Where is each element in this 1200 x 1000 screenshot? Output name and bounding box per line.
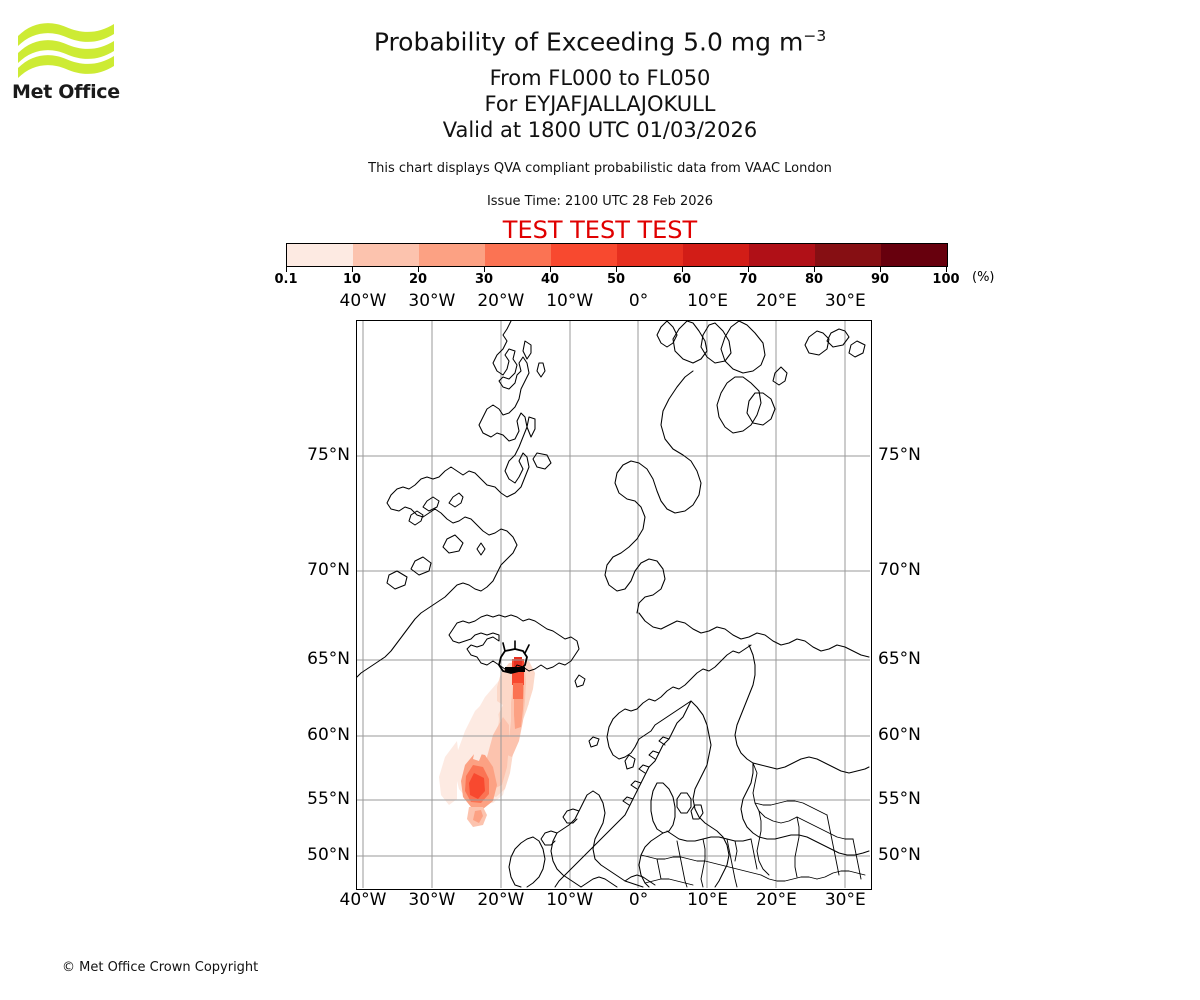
ash-plume-overlay: [439, 657, 535, 827]
colorbar-tickmark: [616, 267, 617, 272]
colorbar-tick-label: 60: [672, 272, 692, 287]
latitude-tick-label-right: 75°N: [878, 445, 921, 465]
latitude-tick-label-right: 50°N: [878, 845, 921, 865]
colorbar-tickmark: [352, 267, 353, 272]
colorbar-band-3: [485, 244, 551, 266]
latitude-tick-label-left: 75°N: [307, 445, 350, 465]
met-office-logo-text: Met Office: [12, 81, 120, 103]
colorbar-tick-label: 20: [408, 272, 428, 287]
colorbar-band-9: [881, 244, 947, 266]
colorbar-tickmark: [286, 267, 287, 272]
colorbar-tickmark: [550, 267, 551, 272]
longitude-tick-label-top: 30°E: [824, 291, 866, 311]
longitude-tick-label-bottom: 20°E: [755, 890, 797, 910]
longitude-tick-label-top: 0°: [628, 291, 649, 311]
latitude-tick-label-left: 50°N: [307, 845, 350, 865]
flight-level-range: From FL000 to FL050: [489, 66, 711, 91]
qva-note: This chart displays QVA compliant probab…: [368, 161, 832, 177]
longitude-tick-label-bottom: 10°E: [687, 890, 728, 910]
coastlines-layer: [357, 321, 870, 888]
longitude-tick-label-bottom: 30°E: [824, 890, 866, 910]
longitude-tick-label-top: 20°E: [755, 291, 797, 311]
longitude-tick-label-top: 10°W: [546, 291, 594, 311]
colorbar-tickmark: [880, 267, 881, 272]
colorbar-tick-label: 0.1: [274, 272, 298, 287]
latitude-tick-label-left: 70°N: [307, 560, 350, 580]
met-office-wave-icon: [18, 23, 114, 78]
colorbar: 0.1 10 20 30 40 50 60 70 80 90 100: [274, 243, 960, 287]
colorbar-gradient: [286, 243, 948, 267]
latitude-tick-label-left: 55°N: [307, 789, 350, 809]
colorbar-tick-label: 90: [870, 272, 890, 287]
longitude-tick-label-top: 20°W: [477, 291, 525, 311]
colorbar-band-8: [815, 244, 881, 266]
colorbar-tick-label: 40: [540, 272, 560, 287]
colorbar-tickmark: [484, 267, 485, 272]
colorbar-tick-label: 80: [804, 272, 824, 287]
latitude-tick-label-right: 65°N: [878, 649, 921, 669]
colorbar-band-7: [749, 244, 815, 266]
colorbar-tick-label: 100: [932, 272, 960, 287]
colorbar-tickmark: [418, 267, 419, 272]
latitude-tick-label-left: 65°N: [307, 649, 350, 669]
page-title: Probability of Exceeding 5.0 mg m−3: [0, 20, 1200, 58]
colorbar-tickmark: [748, 267, 749, 272]
colorbar-ticks: 0.1 10 20 30 40 50 60 70 80 90 100: [274, 267, 960, 287]
colorbar-tick-label: 30: [474, 272, 494, 287]
issue-time: Issue Time: 2100 UTC 28 Feb 2026: [486, 194, 714, 210]
latitude-tick-label-right: 60°N: [878, 725, 921, 745]
page-title-text: Probability of Exceeding 5.0 mg m: [373, 27, 804, 57]
volcano-name: For EYJAFJALLAJOKULL: [484, 92, 716, 117]
colorbar-tick-label: 70: [738, 272, 758, 287]
longitude-tick-label-top: 40°W: [339, 291, 387, 311]
met-office-logo: Met Office: [12, 18, 132, 114]
colorbar-band-4: [551, 244, 617, 266]
map-gridlines: [357, 321, 870, 888]
valid-time: Valid at 1800 UTC 01/03/2026: [442, 118, 758, 143]
colorbar-band-0: [287, 244, 353, 266]
colorbar-tickmark: [814, 267, 815, 272]
latitude-tick-label-right: 70°N: [878, 560, 921, 580]
colorbar-tickmark: [946, 267, 947, 272]
longitude-tick-label-bottom: 0°: [628, 890, 649, 910]
test-banner: TEST TEST TEST: [502, 216, 698, 245]
colorbar-band-1: [353, 244, 419, 266]
longitude-tick-label-top: 10°E: [687, 291, 728, 311]
colorbar-band-5: [617, 244, 683, 266]
colorbar-tick-label: 50: [606, 272, 626, 287]
map-canvas: [357, 321, 870, 888]
colorbar-unit-label: (%): [972, 270, 995, 285]
longitude-tick-label-bottom: 40°W: [339, 890, 387, 910]
latitude-tick-label-left: 60°N: [307, 725, 350, 745]
latitude-tick-label-right: 55°N: [878, 789, 921, 809]
copyright-notice: © Met Office Crown Copyright: [62, 960, 259, 975]
map-panel[interactable]: [356, 320, 872, 890]
longitude-tick-label-bottom: 10°W: [546, 890, 594, 910]
longitude-tick-label-top: 30°W: [408, 291, 456, 311]
longitude-tick-label-bottom: 30°W: [408, 890, 456, 910]
chart-title-block: Probability of Exceeding 5.0 mg m−3 From…: [0, 20, 1200, 244]
colorbar-tickmark: [682, 267, 683, 272]
page-title-exponent: −3: [803, 27, 827, 45]
colorbar-band-6: [683, 244, 749, 266]
longitude-tick-label-bottom: 20°W: [477, 890, 525, 910]
colorbar-band-2: [419, 244, 485, 266]
colorbar-tick-label: 10: [342, 272, 362, 287]
